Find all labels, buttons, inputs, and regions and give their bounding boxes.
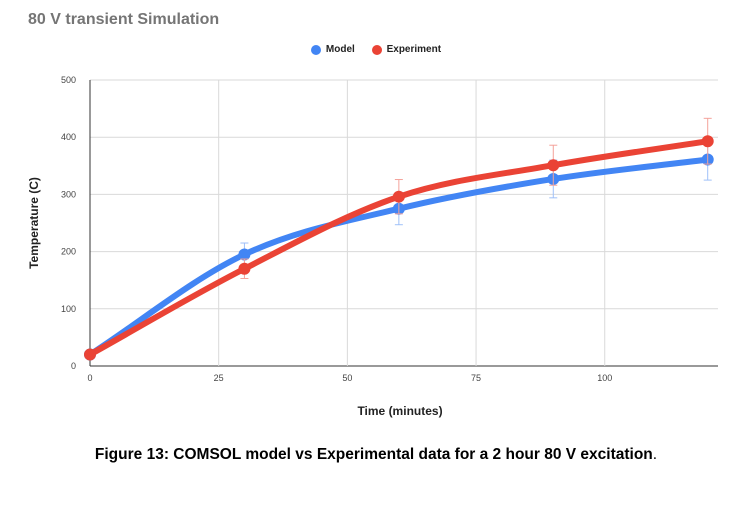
legend-swatch-experiment <box>371 44 382 55</box>
x-tick-label: 25 <box>214 373 224 383</box>
y-tick-label: 0 <box>71 361 76 371</box>
legend-swatch-model <box>310 44 321 55</box>
legend: Model Experiment <box>0 44 752 58</box>
legend-label-experiment: Experiment <box>386 44 442 55</box>
data-point-experiment <box>547 159 560 172</box>
y-tick-label: 400 <box>61 132 76 142</box>
data-point-experiment <box>84 348 96 361</box>
tick-labels: 0 100 200 300 400 500 0 25 50 75 100 <box>61 75 612 383</box>
data-point-model <box>238 248 251 261</box>
figure-caption-text: Figure 13: COMSOL model vs Experimental … <box>94 446 653 463</box>
figure-caption: Figure 13: COMSOL model vs Experimental … <box>0 446 752 464</box>
legend-label-model: Model <box>325 44 355 55</box>
legend-item-model: Model <box>310 44 355 55</box>
data-point-experiment <box>392 190 405 203</box>
figure-caption-period: . <box>652 446 658 463</box>
series-lines <box>84 117 714 361</box>
x-tick-label: 100 <box>597 373 612 383</box>
y-tick-label: 100 <box>61 304 76 314</box>
y-axis-title: Temperature (C) <box>27 177 41 269</box>
y-tick-label: 300 <box>61 189 76 199</box>
data-point-experiment <box>238 262 251 275</box>
chart-plot: 0 100 200 300 400 500 0 25 50 75 100 Time (minutes… <box>27 75 718 418</box>
chart-title: 80 V transient Simulation <box>28 11 220 28</box>
y-tick-label: 500 <box>61 75 76 85</box>
gridlines <box>89 79 718 367</box>
x-axis-title: Time (minutes) <box>357 404 442 418</box>
x-tick-label: 0 <box>87 373 92 383</box>
y-tick-label: 200 <box>61 247 76 257</box>
data-point-experiment <box>701 135 714 148</box>
x-tick-label: 50 <box>342 373 352 383</box>
legend-item-experiment: Experiment <box>371 44 442 55</box>
x-tick-label: 75 <box>471 373 481 383</box>
